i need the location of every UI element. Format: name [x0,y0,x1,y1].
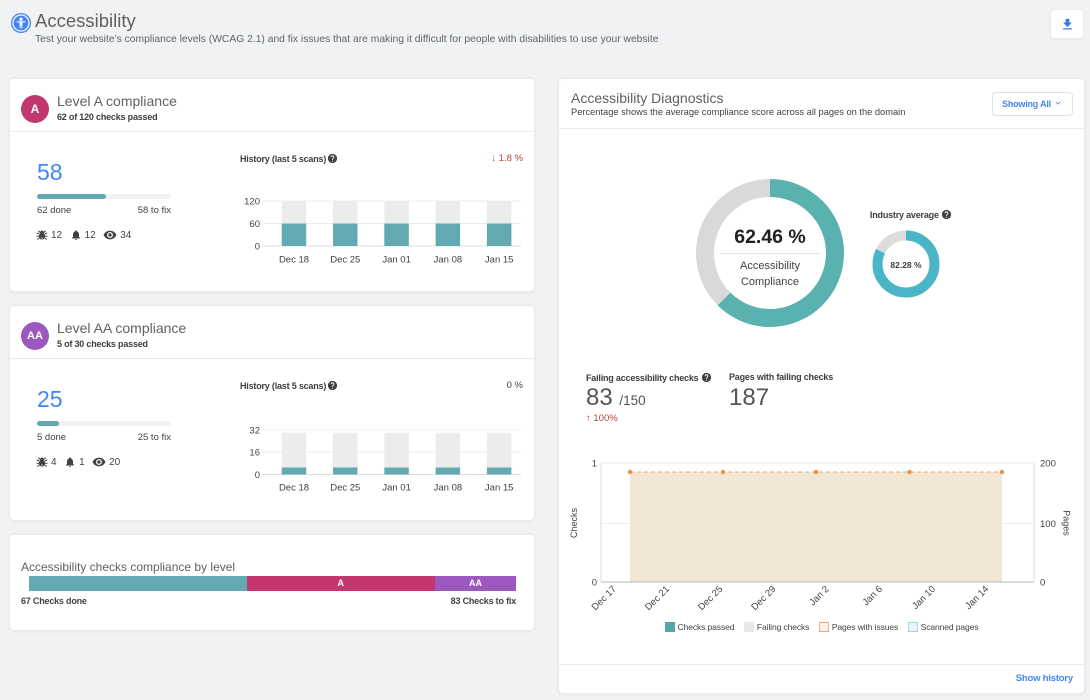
svg-text:1: 1 [592,458,597,469]
svg-text:16: 16 [249,447,260,458]
svg-text:0: 0 [1040,577,1045,588]
svg-text:Jan 01: Jan 01 [382,255,411,266]
svg-text:200: 200 [1040,458,1056,469]
svg-text:Jan 08: Jan 08 [434,483,463,494]
svg-text:Dec 18: Dec 18 [279,483,309,494]
svg-text:Jan 10: Jan 10 [910,584,938,612]
svg-text:Checks: Checks [569,507,579,538]
svg-text:Jan 15: Jan 15 [485,255,514,266]
svg-text:Jan 14: Jan 14 [963,584,991,612]
svg-text:Dec 25: Dec 25 [330,255,360,266]
svg-text:Dec 25: Dec 25 [696,584,725,613]
svg-text:Jan 01: Jan 01 [382,483,411,494]
svg-text:120: 120 [244,196,260,207]
svg-text:Jan 08: Jan 08 [434,255,463,266]
svg-text:Dec 25: Dec 25 [330,483,360,494]
svg-text:0: 0 [592,577,597,588]
svg-text:32: 32 [249,425,260,436]
svg-text:Dec 29: Dec 29 [749,584,778,613]
svg-text:100: 100 [1040,519,1056,530]
svg-text:Pages: Pages [1062,510,1072,536]
svg-text:0: 0 [255,470,260,481]
svg-text:Dec 18: Dec 18 [279,255,309,266]
svg-text:60: 60 [249,219,260,230]
svg-text:0: 0 [255,241,260,252]
svg-text:Jan 6: Jan 6 [861,584,885,608]
svg-text:Jan 15: Jan 15 [485,483,514,494]
svg-text:Jan 2: Jan 2 [807,584,831,608]
svg-text:Dec 21: Dec 21 [643,584,672,613]
